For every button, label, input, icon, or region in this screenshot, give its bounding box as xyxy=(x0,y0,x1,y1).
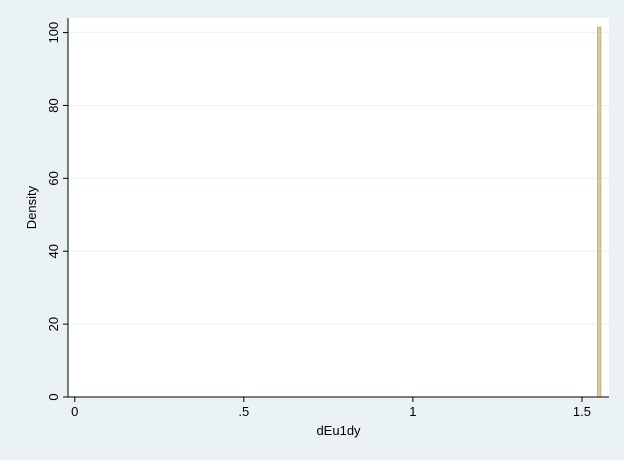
y-tick-label: 100 xyxy=(46,22,61,44)
y-ticks: 0 20 40 60 80 100 xyxy=(46,22,68,401)
y-tick-label: 60 xyxy=(46,171,61,185)
x-axis-label: dEu1dy xyxy=(316,423,361,438)
y-tick-label: 80 xyxy=(46,98,61,112)
x-tick-label: 0 xyxy=(71,404,78,419)
x-tick-label: .5 xyxy=(238,404,249,419)
x-tick-label: 1.5 xyxy=(573,404,591,419)
x-tick-label: 1 xyxy=(409,404,416,419)
grid-lines xyxy=(68,32,609,325)
plot-area xyxy=(68,18,609,397)
histogram-bar xyxy=(597,26,602,398)
y-tick-label: 40 xyxy=(46,244,61,258)
y-axis-label: Density xyxy=(24,185,39,229)
y-tick-label: 20 xyxy=(46,317,61,331)
axes xyxy=(67,18,609,398)
y-tick-label: 0 xyxy=(46,393,61,400)
bars xyxy=(597,26,602,398)
x-ticks: 0 .5 1 1.5 xyxy=(71,397,591,419)
